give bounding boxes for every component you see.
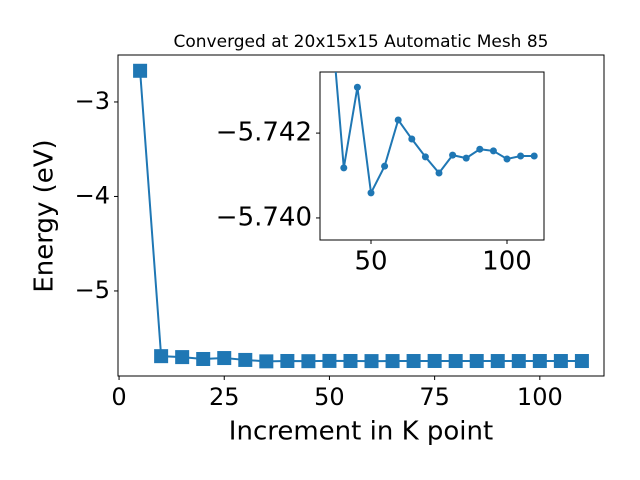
plot-content <box>327 2 538 197</box>
data-marker <box>406 354 421 369</box>
data-marker <box>553 354 568 369</box>
data-marker <box>476 145 484 153</box>
x-axis-label: Increment in K point <box>229 417 493 447</box>
data-marker <box>469 354 484 369</box>
data-line <box>139 70 582 363</box>
data-marker <box>511 354 526 369</box>
data-marker <box>154 349 169 364</box>
data-marker <box>517 152 525 160</box>
data-marker <box>574 354 589 369</box>
y-tick-label: −5 <box>75 276 110 304</box>
data-marker <box>532 354 547 369</box>
data-marker <box>462 154 470 162</box>
plot-content <box>133 63 589 369</box>
data-marker <box>503 155 511 163</box>
data-marker <box>217 351 232 366</box>
y-tick-label: −3 <box>75 87 110 115</box>
data-marker <box>408 135 416 143</box>
data-marker <box>259 354 274 369</box>
data-marker <box>421 153 429 161</box>
data-marker <box>343 353 358 368</box>
plot-area <box>319 71 545 241</box>
y-axis-label: Energy (eV) <box>30 139 60 292</box>
data-marker <box>448 354 463 369</box>
data-marker <box>367 189 375 197</box>
data-marker <box>238 352 253 367</box>
chart-title: Converged at 20x15x15 Automatic Mesh 85 <box>174 32 549 52</box>
y-tick-label: −4 <box>75 181 110 209</box>
data-marker <box>133 63 148 78</box>
data-marker <box>301 354 316 369</box>
data-marker <box>489 147 497 155</box>
data-marker <box>435 169 443 177</box>
data-marker <box>530 152 538 160</box>
x-tick-label: 0 <box>111 383 126 411</box>
data-marker <box>280 353 295 368</box>
data-line <box>334 72 535 197</box>
data-marker <box>340 164 348 172</box>
data-marker <box>385 354 400 369</box>
data-marker <box>196 351 211 366</box>
x-tick-label: 100 <box>517 383 563 411</box>
data-marker <box>490 354 505 369</box>
data-marker <box>381 162 389 170</box>
x-tick-label: 50 <box>354 247 387 277</box>
data-marker <box>327 2 334 9</box>
data-marker <box>427 353 442 368</box>
data-marker <box>449 151 457 159</box>
data-marker <box>322 353 337 368</box>
x-tick-label: 75 <box>419 383 450 411</box>
data-marker <box>175 350 190 365</box>
x-tick-label: 100 <box>482 247 532 277</box>
x-tick-label: 25 <box>209 383 240 411</box>
data-marker <box>394 116 402 124</box>
data-marker <box>353 83 361 91</box>
y-tick-label: −5.742 <box>216 118 312 148</box>
y-tick-label: −5.740 <box>216 202 312 232</box>
data-marker <box>364 354 379 369</box>
x-tick-label: 50 <box>314 383 345 411</box>
